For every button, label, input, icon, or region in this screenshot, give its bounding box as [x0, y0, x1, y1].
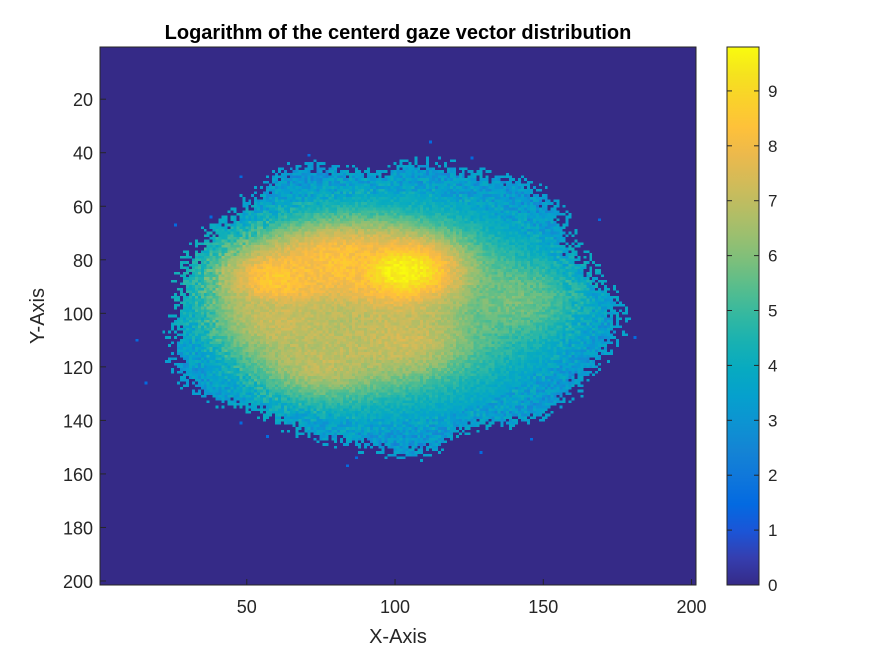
colorbar-ticks: 0 1 2 3 4 5 6 7 8 9 — [727, 82, 777, 595]
y-axis: 20 40 60 80 100 120 140 160 180 200 — [63, 90, 106, 592]
colorbar-tick-label: 4 — [768, 356, 777, 375]
heatmap-image — [100, 47, 696, 585]
x-axis-label: X-Axis — [369, 626, 427, 648]
x-tick-label: 100 — [380, 597, 410, 617]
colorbar-tick-label: 2 — [768, 466, 777, 485]
y-tick-label: 60 — [73, 197, 93, 217]
y-tick-label: 100 — [63, 304, 93, 324]
y-tick-label: 80 — [73, 251, 93, 271]
colorbar-tick-label: 9 — [768, 82, 777, 101]
y-axis-label: Y-Axis — [27, 288, 49, 344]
y-tick-label: 140 — [63, 411, 93, 431]
x-tick-label: 200 — [677, 597, 707, 617]
y-tick-label: 160 — [63, 465, 93, 485]
chart-title: Logarithm of the centerd gaze vector dis… — [165, 22, 632, 44]
y-tick-label: 200 — [63, 572, 93, 592]
plot-area — [99, 46, 697, 586]
colorbar-tick-label: 5 — [768, 302, 777, 321]
colorbar-tick-label: 7 — [768, 192, 777, 211]
y-tick-label: 40 — [73, 144, 93, 164]
plot-frame — [99, 46, 697, 586]
colorbar-tick-label: 3 — [768, 411, 777, 430]
colorbar-gradient — [727, 47, 759, 585]
colorbar-tick-label: 8 — [768, 137, 777, 156]
y-tick-label: 20 — [73, 90, 93, 110]
y-tick-label: 180 — [63, 518, 93, 538]
y-tick-label: 120 — [63, 358, 93, 378]
colorbar-frame — [726, 46, 760, 586]
colorbar: 0 1 2 3 4 5 6 7 8 9 — [726, 46, 777, 595]
colorbar-tick-label: 6 — [768, 247, 777, 266]
x-tick-label: 50 — [237, 597, 257, 617]
x-tick-label: 150 — [528, 597, 558, 617]
colorbar-tick-label: 0 — [768, 576, 777, 595]
colorbar-tick-label: 1 — [768, 521, 777, 540]
x-axis: 50 100 150 200 — [237, 579, 707, 617]
